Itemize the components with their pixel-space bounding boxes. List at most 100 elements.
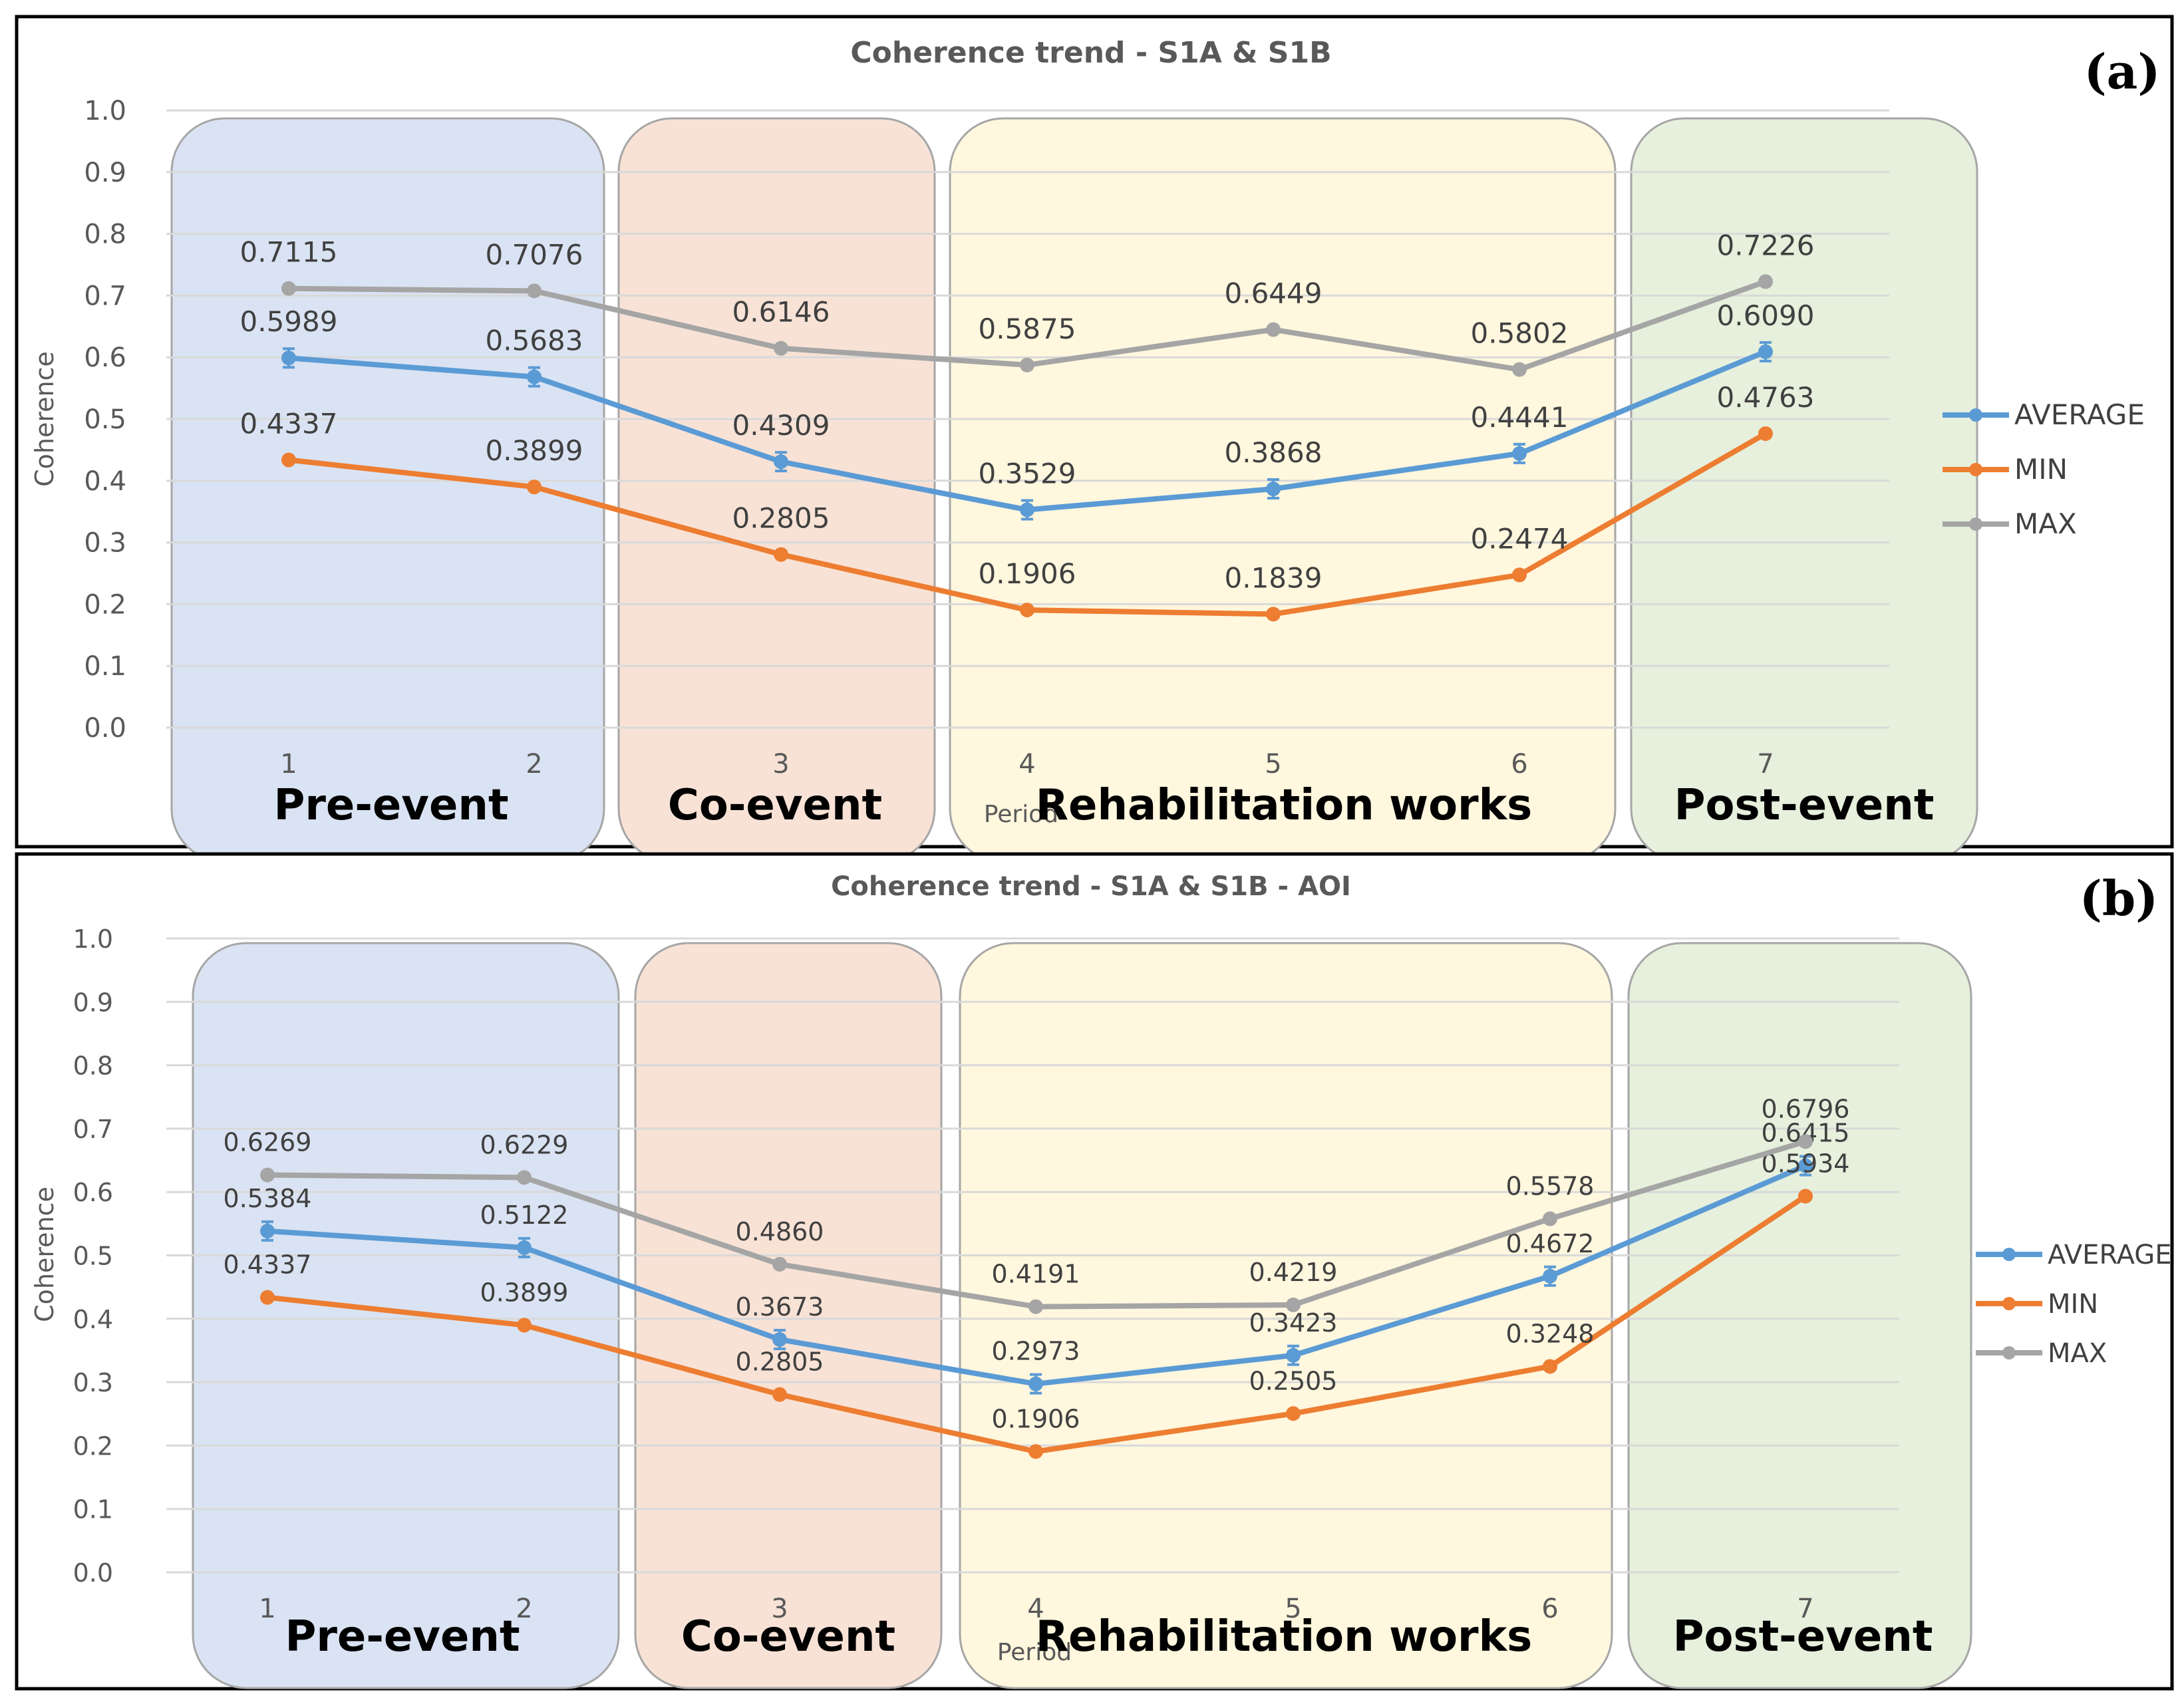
period-label: Co-event xyxy=(681,1612,895,1661)
y-tick-label: 0.0 xyxy=(73,1558,113,1588)
series-min: 0.4337 0.3899 0.2805 0.1906 0.1839 0.2474 0.47… xyxy=(240,381,1814,622)
legend-marker xyxy=(1969,463,1982,476)
y-tick-label: 0.4 xyxy=(84,466,126,497)
x-tick-label: 7 xyxy=(1757,749,1774,780)
y-tick-label: 0.6 xyxy=(84,343,126,373)
x-tick-label: 7 xyxy=(1797,1594,1813,1624)
data-label: 0.2505 xyxy=(1249,1366,1338,1395)
data-point xyxy=(1758,344,1773,359)
data-label: 0.5578 xyxy=(1506,1171,1595,1201)
data-point xyxy=(1020,357,1034,372)
data-label: 0.6449 xyxy=(1225,277,1323,310)
data-point xyxy=(281,351,296,366)
legend-label-min: MIN xyxy=(2014,453,2068,486)
data-point xyxy=(772,1387,787,1402)
x-tick-label: 1 xyxy=(280,749,297,780)
y-tick-label: 0.4 xyxy=(73,1305,113,1334)
legend-label-average: AVERAGE xyxy=(2014,398,2145,431)
data-label: 0.3423 xyxy=(1249,1308,1338,1338)
legend-marker xyxy=(2002,1297,2016,1310)
y-tick-label: 0.6 xyxy=(73,1178,113,1207)
y-tick-label: 1.0 xyxy=(73,924,113,954)
data-label: 0.4672 xyxy=(1506,1229,1595,1258)
data-label: 0.7226 xyxy=(1717,229,1815,261)
y-tick-label: 0.9 xyxy=(73,988,113,1017)
period-label: Pre-event xyxy=(285,1612,520,1661)
series-min: 0.4337 0.3899 0.2805 0.1906 0.2505 0.3248 0.59… xyxy=(224,1149,1849,1459)
series-average: 0.53840.51220.36730.29730.34230.46720.64… xyxy=(224,1119,1849,1395)
legend: AVERAGE MIN MAX xyxy=(1976,1240,2172,1369)
legend-label-max: MAX xyxy=(2048,1338,2107,1369)
x-tick-label: 2 xyxy=(516,1594,532,1624)
y-tick-label: 0.5 xyxy=(84,404,126,435)
x-tick-label: 3 xyxy=(772,749,789,780)
legend-label-min: MIN xyxy=(2048,1289,2098,1320)
data-label: 0.4441 xyxy=(1471,401,1569,434)
data-point xyxy=(1028,1444,1043,1459)
legend-marker xyxy=(1969,517,1982,531)
x-axis-label: Period xyxy=(984,801,1058,828)
data-point xyxy=(260,1167,275,1183)
data-point xyxy=(1543,1359,1557,1374)
data-point xyxy=(281,452,296,468)
data-label: 0.5384 xyxy=(224,1184,312,1213)
chart-panel-b: 0.0 0.1 0.2 0.3 0.4 0.5 0.6 0.7 0.8 0.9 1.0 Coheren… xyxy=(15,852,2174,1691)
data-point xyxy=(772,1256,787,1272)
data-label: 0.4860 xyxy=(736,1217,824,1246)
data-label: 0.7076 xyxy=(486,238,583,271)
y-tick-label: 0.9 xyxy=(84,158,126,188)
data-point xyxy=(1543,1211,1557,1226)
y-tick-label: 0.7 xyxy=(73,1115,113,1144)
period-label: Co-event xyxy=(668,781,882,830)
data-point xyxy=(260,1290,275,1305)
data-point xyxy=(517,1170,532,1185)
x-tick-label: 4 xyxy=(1018,749,1035,780)
data-point xyxy=(1028,1376,1043,1391)
panel-label: (a) xyxy=(2084,43,2161,100)
y-tick-label: 0.8 xyxy=(84,219,126,250)
data-label: 0.6229 xyxy=(480,1130,569,1159)
y-axis-label: Coherence xyxy=(30,351,59,487)
data-label: 0.1839 xyxy=(1225,561,1323,594)
period-label: Post-event xyxy=(1674,781,1935,830)
data-point xyxy=(260,1223,275,1238)
legend-marker xyxy=(2002,1248,2016,1261)
data-point xyxy=(774,547,788,562)
data-label: 0.4309 xyxy=(732,409,830,442)
data-label: 0.6796 xyxy=(1762,1094,1850,1123)
data-point xyxy=(1512,567,1527,583)
data-point xyxy=(1266,482,1281,497)
data-point xyxy=(1286,1297,1301,1312)
y-tick-label: 0.3 xyxy=(73,1368,113,1397)
data-point xyxy=(517,1240,532,1255)
data-point xyxy=(1798,1158,1813,1173)
data-point xyxy=(517,1318,532,1333)
data-label: 0.3529 xyxy=(979,458,1076,490)
series-max: 0.7115 0.7076 0.6146 0.5875 0.6449 0.5802 0.72… xyxy=(240,229,1815,377)
data-label: 0.5989 xyxy=(240,305,338,338)
data-label: 0.2973 xyxy=(992,1337,1080,1366)
data-point xyxy=(1758,426,1773,441)
data-point xyxy=(1286,1406,1301,1421)
data-point xyxy=(1020,502,1034,517)
data-point xyxy=(1266,607,1281,622)
x-tick-label: 1 xyxy=(259,1594,275,1624)
data-point xyxy=(1286,1348,1301,1363)
x-tick-label: 5 xyxy=(1265,749,1281,780)
data-label: 0.3673 xyxy=(736,1292,824,1322)
x-tick-label: 6 xyxy=(1541,1594,1558,1624)
data-label: 0.7115 xyxy=(240,236,338,269)
y-tick-label: 0.3 xyxy=(84,528,126,559)
data-label: 0.4191 xyxy=(992,1260,1080,1289)
data-label: 0.1906 xyxy=(992,1404,1080,1433)
panel-label: (b) xyxy=(2080,870,2158,926)
data-point xyxy=(1512,362,1527,377)
data-label: 0.3868 xyxy=(1225,436,1323,469)
y-axis-label: Coherence xyxy=(30,1187,59,1322)
x-tick-label: 5 xyxy=(1285,1594,1301,1624)
period-label: Rehabilitation works xyxy=(1036,1612,1533,1661)
data-point xyxy=(281,281,296,296)
data-point xyxy=(1020,603,1034,618)
data-point xyxy=(774,341,788,356)
